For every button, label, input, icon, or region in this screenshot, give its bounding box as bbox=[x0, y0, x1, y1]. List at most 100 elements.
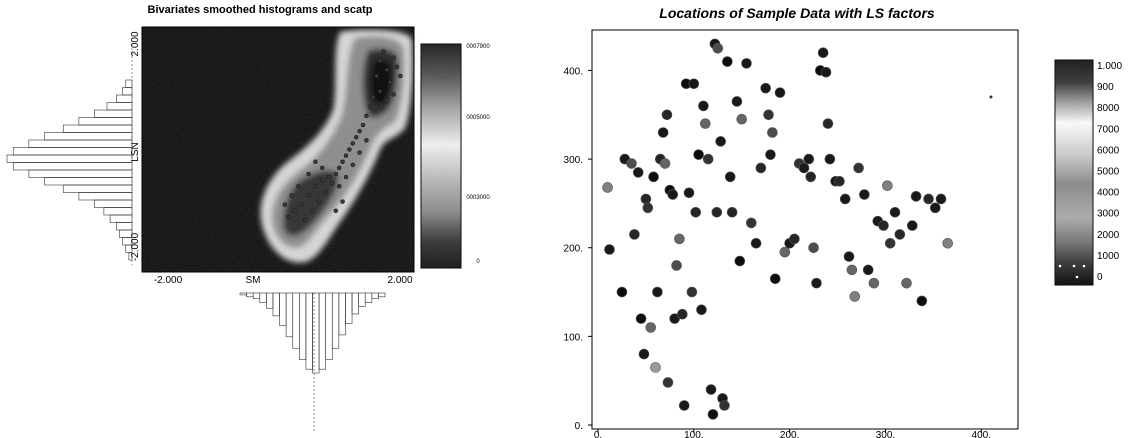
loc-scatter-point bbox=[839, 193, 851, 205]
loc-scatter-point bbox=[765, 149, 776, 160]
loc-scatter-point bbox=[642, 202, 654, 214]
loc-scatter-point bbox=[645, 322, 656, 333]
loc-ytick-label: 200. bbox=[564, 244, 583, 255]
loc-scatter-point bbox=[736, 113, 748, 125]
loc-scatter-point bbox=[724, 171, 736, 183]
marginal-x-bar bbox=[239, 292, 247, 296]
loc-scatter-point bbox=[667, 189, 679, 200]
heatmap-frame bbox=[141, 26, 415, 273]
marginal-y-bar bbox=[28, 139, 133, 148]
biv-scatter-point bbox=[319, 165, 325, 171]
loc-xtick-label: 400. bbox=[972, 430, 991, 438]
loc-scatter-point bbox=[779, 246, 791, 258]
loc-scatter-point bbox=[705, 384, 717, 395]
loc-scatter-point bbox=[763, 109, 774, 121]
biv-scatter-point bbox=[326, 174, 332, 180]
marginal-y-bar bbox=[28, 169, 133, 178]
loc-scatter-point bbox=[741, 58, 752, 69]
biv-scatter-point bbox=[296, 184, 301, 189]
biv-scatter-point bbox=[364, 113, 369, 119]
marginal-x-bar bbox=[338, 292, 346, 336]
biv-scatter-point bbox=[336, 184, 342, 189]
loc-scatter-point bbox=[650, 362, 661, 373]
loc-scatter-point bbox=[935, 193, 947, 205]
marginal-x-bar bbox=[279, 292, 287, 326]
loc-scatter-point bbox=[853, 162, 864, 174]
biv-scatter-point bbox=[360, 122, 366, 128]
biv-scatter-point bbox=[302, 217, 308, 223]
biv-scatter-point bbox=[319, 177, 325, 183]
biv-cbar-label-2: 0003000 bbox=[466, 195, 490, 201]
loc-scatter-point bbox=[746, 217, 757, 229]
loc-xtick-label: 100. bbox=[684, 430, 703, 438]
loc-scatter-point bbox=[862, 264, 874, 276]
loc-scatter-point bbox=[817, 47, 829, 59]
biv-scatter-point bbox=[387, 79, 393, 85]
biv-scatter-point bbox=[340, 199, 345, 204]
loc-scatter-point bbox=[805, 171, 817, 183]
locations-title: Locations of Sample Data with LS factors bbox=[659, 5, 935, 21]
loc-scatter-point bbox=[726, 206, 738, 218]
loc-scatter-point bbox=[711, 206, 723, 218]
loc-scatter-point bbox=[834, 175, 845, 187]
loc-scatter-point bbox=[712, 42, 724, 54]
biv-scatter-point bbox=[391, 55, 396, 60]
marginal-x-bar bbox=[246, 292, 254, 298]
loc-cbar-label: 8000 bbox=[1097, 103, 1120, 114]
outlier-speck bbox=[989, 95, 993, 99]
marginal-y-bar bbox=[62, 124, 133, 133]
loc-scatter-point bbox=[750, 237, 762, 249]
loc-scatter-point bbox=[632, 167, 644, 178]
biv-scatter-point bbox=[316, 199, 322, 204]
loc-scatter-point bbox=[789, 233, 800, 245]
biv-scatter-point bbox=[394, 64, 400, 70]
biv-scatter-point bbox=[398, 73, 403, 79]
loc-scatter-point bbox=[715, 136, 726, 147]
marginal-x-bar bbox=[364, 292, 373, 303]
locations-colorbar: 1.000 900 8000 7000 6000 5000 4000 3000 2000 1000… bbox=[1054, 59, 1122, 286]
marginal-x-bar bbox=[292, 292, 300, 349]
loc-scatter-point bbox=[820, 66, 832, 78]
biv-ytick-bottom: -2.000 bbox=[130, 232, 141, 261]
biv-cbar-label-1: 0005000 bbox=[466, 115, 490, 121]
loc-scatter-point bbox=[678, 400, 690, 411]
biv-colorbar: 0007900 0005000 0003000 0 bbox=[420, 43, 490, 269]
biv-scatter-point bbox=[343, 153, 349, 158]
loc-cbar-label: 1.000 bbox=[1097, 61, 1122, 72]
biv-scatter-point bbox=[364, 138, 369, 143]
biv-xtick-right: 2.000 bbox=[387, 275, 412, 286]
loc-scatter-point bbox=[652, 286, 663, 298]
biv-scatter-point bbox=[381, 49, 386, 54]
biv-scatter-point bbox=[285, 214, 291, 220]
loc-scatter-point bbox=[889, 206, 901, 218]
marginal-x-bar bbox=[318, 292, 326, 370]
biv-scatter-point bbox=[313, 184, 318, 189]
loc-scatter-point bbox=[638, 348, 650, 360]
marginal-y-bar bbox=[94, 199, 133, 208]
marginal-x-bar bbox=[345, 292, 353, 324]
biv-scatter-point bbox=[353, 135, 359, 140]
loc-xtick-label: 0. bbox=[594, 430, 602, 438]
biv-scatter-point bbox=[357, 128, 362, 134]
loc-scatter-point bbox=[604, 244, 615, 255]
biv-scatter-point bbox=[309, 208, 315, 213]
biv-ytick-top: 2.000 bbox=[130, 31, 141, 56]
biv-scatter-point bbox=[333, 208, 339, 213]
loc-scatter-point bbox=[722, 56, 733, 67]
loc-scatter-point bbox=[822, 118, 834, 129]
loc-scatter-point bbox=[734, 255, 746, 267]
biv-scatter-point bbox=[343, 174, 349, 180]
biv-scatter-point bbox=[350, 141, 356, 146]
heatmap-texture bbox=[142, 27, 414, 272]
biv-xlabel: SM bbox=[246, 275, 261, 286]
loc-scatter-point bbox=[755, 162, 767, 174]
loc-scatter-point bbox=[774, 87, 786, 98]
loc-scatter-point bbox=[690, 206, 702, 218]
marginal-y-bar bbox=[94, 109, 133, 118]
biv-scatter-point bbox=[384, 98, 390, 103]
loc-scatter-point bbox=[698, 100, 709, 112]
loc-scatter-point bbox=[648, 171, 659, 183]
loc-scatter-point bbox=[688, 78, 700, 90]
loc-scatter-point bbox=[686, 286, 698, 298]
loc-scatter-point bbox=[659, 158, 671, 169]
